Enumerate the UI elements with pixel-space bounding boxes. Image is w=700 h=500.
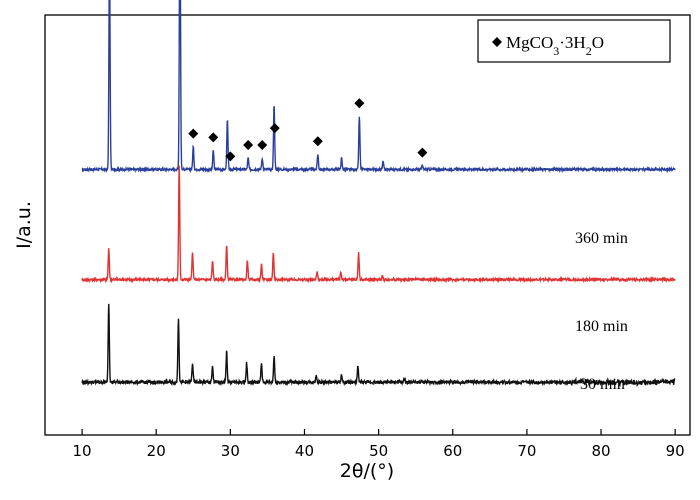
x-tick-label: 50 <box>369 442 388 460</box>
series-line <box>81 0 676 174</box>
series-label-360: 360 min <box>575 230 628 247</box>
series-line <box>81 165 676 284</box>
x-tick-label: 10 <box>73 442 92 460</box>
x-tick-label: 70 <box>517 442 536 460</box>
x-tick-label: 80 <box>591 442 610 460</box>
tick-layer: 10 20 30 40 50 60 70 80 90 <box>73 429 685 460</box>
peak-marker <box>188 128 199 139</box>
legend: MgCO3·3H2O <box>477 19 671 63</box>
peak-marker <box>208 132 219 143</box>
legend-diamond-icon <box>492 37 502 47</box>
legend-label: MgCO3·3H2O <box>506 33 604 58</box>
legend-box <box>477 19 671 63</box>
x-tick-label: 30 <box>221 442 240 460</box>
x-tick-label: 90 <box>666 442 685 460</box>
x-tick-label: 20 <box>147 442 166 460</box>
peak-marker <box>257 140 268 150</box>
plot-frame <box>44 14 691 436</box>
x-tick-label: 60 <box>443 442 462 460</box>
peak-marker <box>243 140 254 150</box>
series-line <box>81 303 676 388</box>
series-label-180: 180 min <box>575 318 628 335</box>
peak-marker <box>354 98 365 109</box>
y-axis-title: I/a.u. <box>13 201 35 249</box>
series-layer <box>81 0 676 388</box>
x-tick-label: 40 <box>295 442 314 460</box>
peak-marker <box>269 123 280 134</box>
peak-marker <box>417 147 428 158</box>
marker-layer <box>188 98 428 162</box>
series-label-30: 30 min <box>580 376 625 393</box>
x-axis-title: 2θ/(°) <box>340 460 394 482</box>
peak-marker <box>225 151 236 162</box>
peak-marker <box>312 136 323 147</box>
